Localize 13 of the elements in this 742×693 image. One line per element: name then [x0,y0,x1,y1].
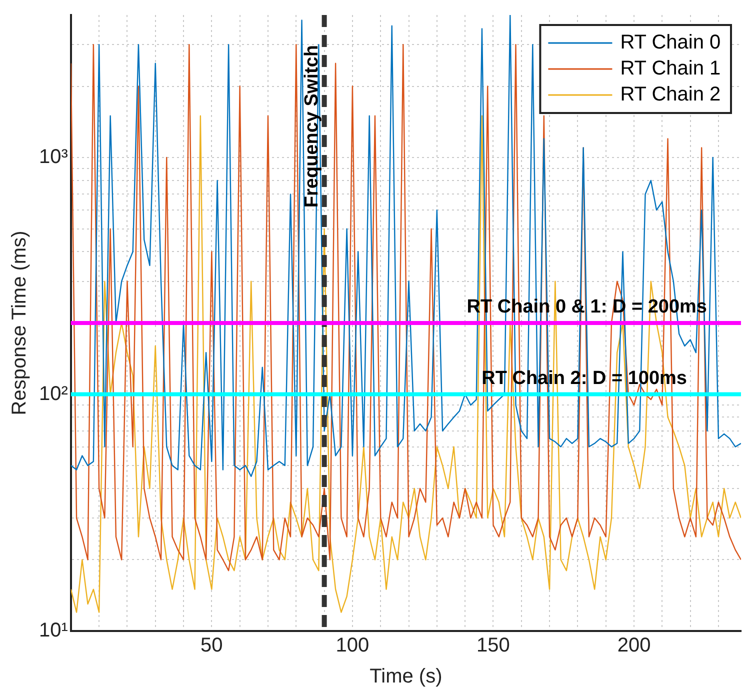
x-axis-title: Time (s) [370,666,442,688]
legend-label: RT Chain 1 [620,58,721,80]
legend-label: RT Chain 2 [620,84,721,106]
legend-label: RT Chain 0 [620,32,721,54]
y-axis-title: Response Time (ms) [8,230,31,416]
y-tick-label: 10² [39,382,68,405]
x-tick-label: 200 [617,634,651,657]
x-tick-label: 150 [476,634,510,657]
ref-line-label: Frequency Switch [302,45,323,208]
y-tick-label: 10³ [39,146,68,168]
y-tick-label: 10¹ [39,620,68,642]
x-tick-label: 100 [336,634,370,657]
x-tick-label: 50 [200,634,223,657]
